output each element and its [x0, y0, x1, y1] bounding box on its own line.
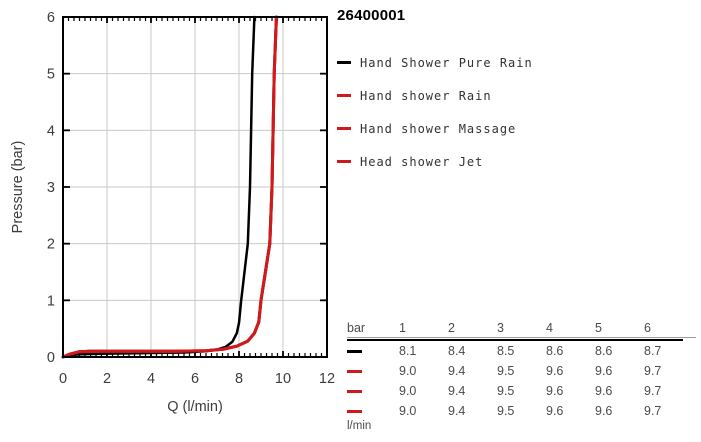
legend-item: Hand Shower Pure Rain	[337, 46, 533, 79]
flow-value-cell: 8.6	[546, 344, 564, 358]
flow-value-cell: 8.5	[497, 344, 515, 358]
flow-value-cell: 8.7	[644, 344, 662, 358]
flow-value-cell: 9.6	[595, 384, 613, 398]
series-color-dash-icon	[347, 389, 362, 393]
legend-item: Hand shower Massage	[337, 112, 533, 145]
table-header-pressure: 1	[399, 321, 406, 335]
flow-rate-table: bar 1 2 3 4 5 6 8.1 8.4 8.5 8.6 8.6 8.7 9.0 9.4 9.5 9.6 9…	[347, 321, 696, 432]
svg-text:0: 0	[59, 371, 67, 387]
flow-value-cell: 9.7	[644, 364, 662, 378]
table-row: 9.0 9.4 9.5 9.6 9.6 9.7	[347, 361, 696, 381]
svg-text:1: 1	[47, 293, 55, 309]
flow-value-cell: 9.0	[399, 364, 417, 378]
table-header-row: bar 1 2 3 4 5 6	[347, 321, 696, 338]
series-marker-cell	[347, 369, 399, 373]
table-header-pressure: 3	[497, 321, 504, 335]
y-tick-labels: 0 1 2 3 4 5 6	[47, 10, 55, 366]
legend-item: Head shower Jet	[337, 145, 533, 178]
table-header-pressure: 4	[546, 321, 553, 335]
flow-value-cell: 9.7	[644, 404, 662, 418]
legend-item-label: Hand shower Massage	[360, 121, 517, 136]
legend-item: Hand shower Rain	[337, 79, 533, 112]
series-marker-cell	[347, 389, 399, 393]
flow-value-cell: 9.4	[448, 364, 466, 378]
flow-value-cell: 8.1	[399, 344, 417, 358]
table-row: 8.1 8.4 8.5 8.6 8.6 8.7	[347, 341, 696, 361]
plot-gridlines	[63, 17, 327, 357]
table-header-divider	[347, 339, 683, 341]
flow-value-cell: 9.0	[399, 404, 417, 418]
legend-color-dash-icon	[337, 61, 351, 64]
product-number-title: 26400001	[337, 7, 406, 24]
svg-text:12: 12	[319, 371, 335, 387]
legend-item-label: Hand Shower Pure Rain	[360, 55, 533, 70]
svg-text:6: 6	[191, 371, 199, 387]
flow-value-cell: 9.4	[448, 404, 466, 418]
svg-text:0: 0	[47, 350, 55, 366]
table-row: 9.0 9.4 9.5 9.6 9.6 9.7	[347, 381, 696, 401]
legend-color-dash-icon	[337, 127, 351, 130]
legend-color-dash-icon	[337, 94, 351, 97]
x-tick-labels: 0 2 4 6 8 10 12	[59, 371, 335, 387]
plot-frame	[62, 16, 328, 358]
flow-value-cell: 9.6	[595, 364, 613, 378]
legend-color-dash-icon	[337, 160, 351, 163]
svg-text:2: 2	[47, 237, 55, 253]
svg-text:5: 5	[47, 67, 55, 83]
legend-item-label: Hand shower Rain	[360, 88, 492, 103]
flow-value-cell: 9.6	[546, 384, 564, 398]
flow-value-cell: 9.6	[546, 364, 564, 378]
flow-value-cell: 9.5	[497, 384, 515, 398]
series-color-dash-icon	[347, 349, 362, 353]
flow-value-cell: 8.6	[595, 344, 613, 358]
flow-value-cell: 9.5	[497, 364, 515, 378]
svg-text:8: 8	[235, 371, 243, 387]
svg-text:4: 4	[47, 123, 55, 139]
table-row: l/min 9.0 9.4 9.5 9.6 9.6 9.7	[347, 401, 696, 432]
series-marker-cell: l/min	[347, 409, 399, 432]
flow-value-cell: 9.5	[497, 404, 515, 418]
table-header-pressure: 2	[448, 321, 455, 335]
legend-item-label: Head shower Jet	[360, 154, 484, 169]
flow-value-cell: 8.4	[448, 344, 466, 358]
series-color-dash-icon	[347, 409, 362, 413]
flow-value-cell: 9.6	[546, 404, 564, 418]
curve-head-shower-jet	[61, 15, 278, 359]
x-axis-title: Q (l/min)	[167, 399, 223, 415]
flow-value-cell: 9.6	[595, 404, 613, 418]
svg-text:6: 6	[47, 10, 55, 26]
table-header-pressure: 6	[644, 321, 651, 335]
flow-value-cell: 9.7	[644, 384, 662, 398]
series-marker-cell	[347, 349, 399, 353]
flow-value-cell: 9.0	[399, 384, 417, 398]
y-axis-title: Pressure (bar)	[10, 141, 26, 234]
svg-text:2: 2	[103, 371, 111, 387]
svg-text:10: 10	[275, 371, 291, 387]
table-header-unit: bar	[347, 321, 366, 335]
curve-hand-shower-pure-rain	[61, 15, 256, 359]
chart-legend: Hand Shower Pure Rain Hand shower Rain Han…	[337, 46, 533, 178]
svg-text:4: 4	[147, 371, 155, 387]
series-color-dash-icon	[347, 369, 362, 373]
table-header-pressure: 5	[595, 321, 602, 335]
svg-text:3: 3	[47, 180, 55, 196]
table-unit-footer: l/min	[347, 419, 372, 432]
flow-value-cell: 9.4	[448, 384, 466, 398]
